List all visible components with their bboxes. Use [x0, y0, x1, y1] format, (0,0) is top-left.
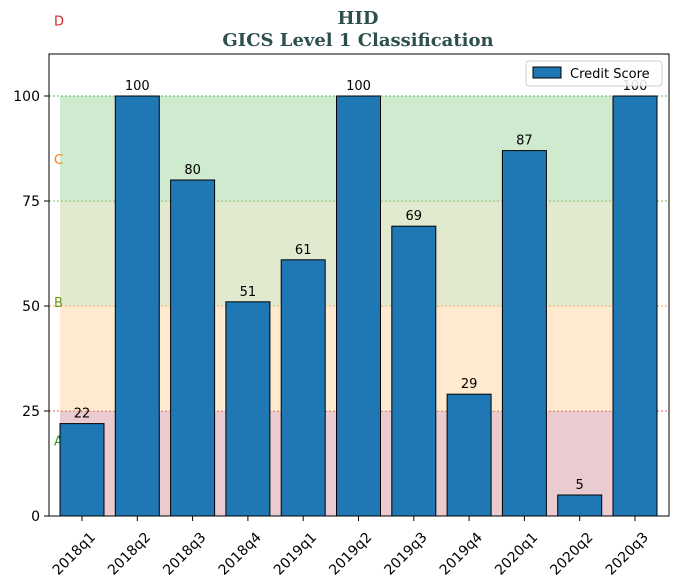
- bar-2018q3: [170, 179, 216, 517]
- bar-2020q2: [557, 494, 603, 517]
- bar-labels: 221008051611006929875100: [74, 79, 648, 493]
- bar-2019q3: [391, 225, 437, 517]
- x-tick-label: 2019q4: [437, 529, 486, 578]
- bar-2018q4: [225, 301, 271, 517]
- bar-label-2019q4: 29: [461, 377, 478, 392]
- bar-label-2018q1: 22: [74, 407, 91, 422]
- bar-2018q2: [114, 95, 160, 517]
- band-label-0: A: [54, 434, 63, 449]
- y-axis: 0 25 50 75 100: [13, 89, 49, 525]
- bar-2020q1: [501, 150, 547, 517]
- x-tick-label: 2020q3: [603, 530, 652, 579]
- y-tick-label: 25: [22, 404, 40, 420]
- y-tick-label: 75: [22, 194, 40, 210]
- bar-label-2019q1: 61: [295, 243, 312, 258]
- bar-label-2020q1: 87: [516, 134, 533, 149]
- x-tick-label: 2019q2: [326, 530, 375, 579]
- x-tick-label: 2018q2: [105, 530, 154, 579]
- bar-label-2019q2: 100: [346, 79, 371, 94]
- x-tick-label: 2019q3: [382, 530, 431, 579]
- x-tick-label: 2018q3: [160, 530, 209, 579]
- legend: Credit Score: [525, 60, 663, 87]
- bar-label-2018q4: 51: [240, 285, 257, 300]
- band-label-2: C: [54, 153, 63, 168]
- bar-label-2019q3: 69: [406, 209, 423, 224]
- bar-2019q2: [336, 95, 381, 517]
- chart-subtitle: GICS Level 1 Classification: [222, 30, 493, 51]
- x-tick-label: 2018q4: [216, 529, 265, 578]
- legend-label: Credit Score: [570, 67, 650, 82]
- bar-2019q1: [280, 259, 326, 517]
- bar-label-2020q2: 5: [576, 478, 584, 493]
- x-tick-label: 2020q2: [547, 530, 596, 579]
- band-label-1: B: [54, 296, 63, 311]
- band-label-3: D: [54, 14, 64, 29]
- x-axis: 2018q1 2018q2 2018q3 2018q4 2019q1 2019q2 2019…: [50, 516, 652, 579]
- bar-label-2018q2: 100: [125, 79, 150, 94]
- band-labels: A B C D: [54, 14, 64, 449]
- x-tick-label: 2020q1: [492, 530, 541, 579]
- bar-2020q3: [612, 95, 658, 517]
- y-tick-label: 50: [22, 299, 40, 315]
- chart-title: HID: [337, 8, 378, 29]
- bar-label-2018q3: 80: [184, 163, 201, 178]
- y-tick-label: 100: [13, 89, 40, 105]
- x-tick-label: 2019q1: [271, 530, 320, 579]
- x-tick-label: 2018q1: [50, 530, 99, 579]
- bar-2018q1: [59, 423, 105, 517]
- legend-swatch: [532, 66, 562, 79]
- bar-2019q4: [446, 393, 492, 517]
- y-tick-label: 0: [31, 509, 40, 525]
- bars: [59, 95, 658, 517]
